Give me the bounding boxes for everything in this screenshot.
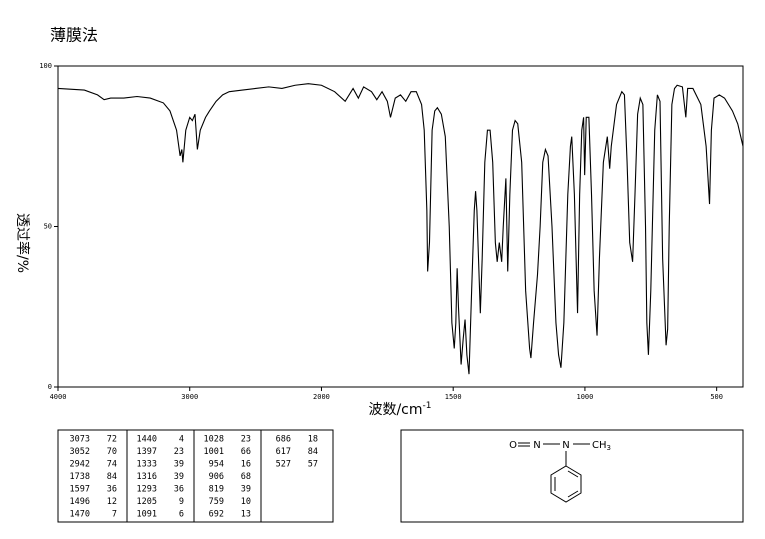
wavenumber: 1205 xyxy=(137,497,157,507)
transmittance: 84 xyxy=(308,447,318,457)
wavenumber: 617 xyxy=(276,447,291,457)
x-tick-label: 2000 xyxy=(313,393,330,401)
wavenumber: 1397 xyxy=(137,447,157,457)
chart-title: 薄膜法 xyxy=(50,26,98,45)
x-label-text: 波数/cm xyxy=(368,402,422,418)
transmittance: 36 xyxy=(107,485,117,495)
transmittance: 23 xyxy=(174,447,184,457)
transmittance: 16 xyxy=(241,460,251,470)
structure xyxy=(518,442,590,503)
wavenumber: 1028 xyxy=(204,435,224,445)
wavenumber: 1333 xyxy=(137,460,157,470)
transmittance: 72 xyxy=(107,435,117,445)
transmittance: 66 xyxy=(241,447,251,457)
atom-label: O xyxy=(509,440,517,451)
atom-subscript: 3 xyxy=(607,444,611,452)
wavenumber: 1496 xyxy=(70,497,90,507)
spectrum-line xyxy=(57,83,744,375)
wavenumber: 686 xyxy=(276,435,291,445)
atom-text: CH xyxy=(592,440,607,451)
wavenumber: 3073 xyxy=(70,435,90,445)
transmittance: 39 xyxy=(241,485,251,495)
wavenumber: 527 xyxy=(276,460,291,470)
transmittance: 57 xyxy=(308,460,318,470)
structure-frame xyxy=(400,429,744,523)
wavenumber: 1738 xyxy=(70,472,90,482)
wavenumber: 954 xyxy=(209,460,224,470)
wavenumber: 759 xyxy=(209,497,224,507)
y-tick-label: 0 xyxy=(48,383,52,391)
x-tick-label: 1500 xyxy=(445,393,462,401)
transmittance: 12 xyxy=(107,497,117,507)
transmittance: 23 xyxy=(241,435,251,445)
wavenumber: 1293 xyxy=(137,485,157,495)
atom-label: N xyxy=(562,440,569,451)
bond xyxy=(567,470,579,478)
wavenumber: 3052 xyxy=(70,447,90,457)
wavenumber: 819 xyxy=(209,485,224,495)
plot-frame xyxy=(57,65,744,388)
wavenumber: 1316 xyxy=(137,472,157,482)
transmittance: 39 xyxy=(174,472,184,482)
wavenumber: 1597 xyxy=(70,485,90,495)
transmittance: 7 xyxy=(112,510,117,520)
y-tick-label: 100 xyxy=(39,62,52,70)
benzene-ring xyxy=(550,465,582,503)
peak-table-frame xyxy=(57,429,334,523)
transmittance: 74 xyxy=(107,460,117,470)
transmittance: 10 xyxy=(241,497,251,507)
x-tick-label: 1000 xyxy=(576,393,593,401)
wavenumber: 692 xyxy=(209,510,224,520)
transmittance: 13 xyxy=(241,510,251,520)
wavenumber: 1440 xyxy=(137,435,157,445)
wavenumber: 2942 xyxy=(70,460,90,470)
transmittance: 4 xyxy=(179,435,184,445)
transmittance: 84 xyxy=(107,472,117,482)
atom-label: N xyxy=(533,440,540,451)
transmittance: 9 xyxy=(179,497,184,507)
atom-label: CH3 xyxy=(592,440,611,452)
x-tick-label: 500 xyxy=(710,393,723,401)
x-axis-label: 波数/cm-1 xyxy=(368,401,431,419)
y-axis-label: 透过率/% xyxy=(14,213,31,273)
wavenumber: 906 xyxy=(209,472,224,482)
wavenumber: 1001 xyxy=(204,447,224,457)
transmittance: 39 xyxy=(174,460,184,470)
transmittance: 6 xyxy=(179,510,184,520)
wavenumber: 1470 xyxy=(70,510,90,520)
y-tick-label: 50 xyxy=(44,223,52,231)
bond xyxy=(567,490,579,498)
wavenumber: 1091 xyxy=(137,510,157,520)
transmittance: 18 xyxy=(308,435,318,445)
transmittance: 70 xyxy=(107,447,117,457)
x-label-superscript: -1 xyxy=(423,401,432,411)
x-tick-label: 3000 xyxy=(181,393,198,401)
x-tick-label: 4000 xyxy=(50,393,67,401)
transmittance: 36 xyxy=(174,485,184,495)
transmittance: 68 xyxy=(241,472,251,482)
